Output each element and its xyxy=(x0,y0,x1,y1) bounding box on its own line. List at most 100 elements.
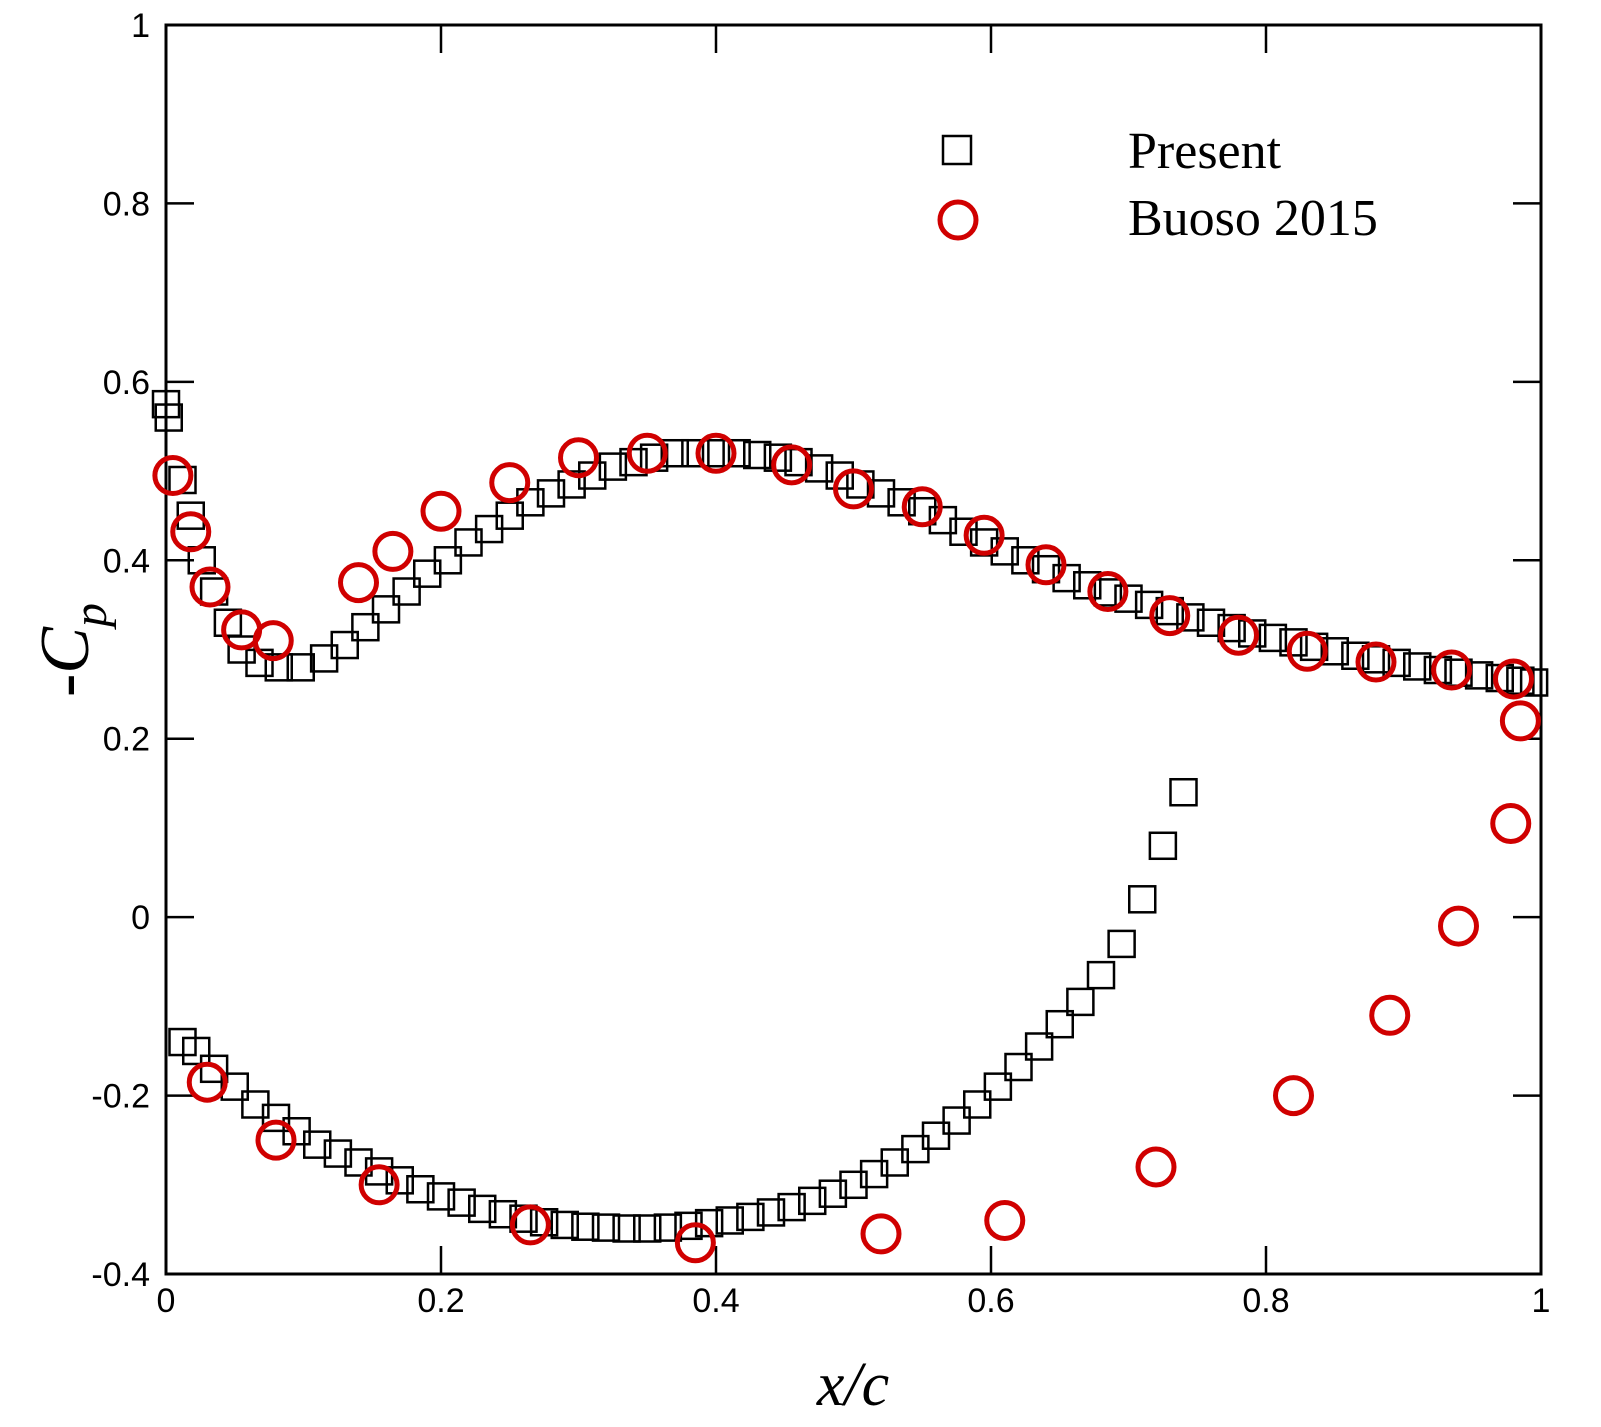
present-upper-point xyxy=(154,403,183,432)
present-upper-point xyxy=(516,488,545,517)
present-lower-point xyxy=(550,1210,579,1240)
present-lower-point xyxy=(653,1213,683,1242)
x-axis-title: x/c xyxy=(816,1351,889,1419)
present-lower-point xyxy=(406,1174,435,1204)
present-upper-point xyxy=(371,595,401,624)
buoso-point xyxy=(489,462,531,504)
present-upper-point xyxy=(1320,637,1349,666)
buoso-point xyxy=(901,486,943,528)
plot-area xyxy=(164,23,1543,1276)
present-lower-point xyxy=(1045,1009,1074,1039)
present-upper-point xyxy=(433,546,463,575)
present-upper-point xyxy=(949,517,978,546)
present-lower-point xyxy=(220,1072,249,1101)
buoso-point xyxy=(1149,595,1191,637)
y-axis-title-sub: p xyxy=(64,603,117,630)
legend-marker-present xyxy=(941,134,973,166)
buoso-point xyxy=(963,514,1005,556)
tick-group xyxy=(164,23,1543,1276)
x-tick-label: 0.2 xyxy=(417,1282,464,1320)
present-lower-point xyxy=(839,1170,868,1200)
legend: Present Buoso 2015 xyxy=(937,123,1378,247)
x-tick-label: 0 xyxy=(157,1282,176,1320)
present-upper-point xyxy=(1403,652,1432,681)
present-upper-point xyxy=(1176,603,1205,632)
present-upper-point xyxy=(619,447,648,477)
buoso-point xyxy=(186,1061,228,1103)
buoso-point xyxy=(771,444,813,486)
present-upper-point xyxy=(286,653,315,682)
present-upper-point xyxy=(763,443,793,472)
buoso-point xyxy=(1490,802,1532,844)
present-upper-point xyxy=(1134,590,1164,620)
buoso-point xyxy=(420,490,462,532)
present-lower-point xyxy=(798,1186,827,1216)
x-tick-labels: 0 0.2 0.4 0.6 0.8 1 xyxy=(157,1282,1551,1320)
y-tick-label: -0.4 xyxy=(91,1256,150,1294)
present-upper-point xyxy=(1114,584,1143,613)
present-upper-point xyxy=(743,440,772,470)
buoso-point xyxy=(170,511,212,553)
present-lower-point xyxy=(756,1198,786,1227)
buoso-point xyxy=(860,1213,902,1255)
present-lower-point xyxy=(1066,987,1095,1017)
present-lower-point xyxy=(323,1139,353,1168)
present-lower-point xyxy=(859,1159,889,1189)
present-upper-point xyxy=(660,438,689,468)
present-lower-point xyxy=(571,1212,600,1241)
buoso-point xyxy=(338,562,379,604)
present-lower-point xyxy=(612,1214,641,1243)
buoso-point xyxy=(833,468,874,510)
present-lower-point xyxy=(1024,1032,1054,1061)
present-lower-point xyxy=(715,1206,744,1235)
present-lower-point xyxy=(983,1072,1013,1101)
present-lower-point xyxy=(1148,831,1178,861)
buoso-point xyxy=(1355,641,1397,683)
buoso-point xyxy=(1499,700,1541,742)
present-upper-point xyxy=(176,501,205,530)
present-lower-point xyxy=(942,1106,971,1135)
present-lower-point xyxy=(182,1036,211,1066)
y-axis-title: -Cp xyxy=(27,603,117,697)
present-upper-point xyxy=(1011,546,1040,575)
y-tick-labels: -0.4 -0.2 0 0.2 0.4 0.6 0.8 1 xyxy=(91,7,150,1294)
present-upper-point xyxy=(722,438,751,468)
x-tick-label: 1 xyxy=(1532,1282,1551,1320)
present-upper-point xyxy=(1093,578,1123,607)
present-upper-point xyxy=(928,505,958,535)
y-tick-label: 0.2 xyxy=(103,721,150,759)
buoso-point xyxy=(255,1119,297,1161)
buoso-point xyxy=(626,432,668,474)
present-lower-point xyxy=(303,1130,332,1159)
present-upper-point xyxy=(1382,648,1411,678)
y-tick-label: 0 xyxy=(131,899,150,937)
buoso-point xyxy=(1087,571,1129,613)
buoso-point xyxy=(358,1164,400,1206)
present-upper-point xyxy=(866,479,896,508)
present-upper-point xyxy=(1073,571,1102,600)
buoso-point xyxy=(189,566,231,608)
series-present xyxy=(151,389,1549,1243)
buoso-point xyxy=(1218,614,1259,656)
buoso-point xyxy=(509,1204,551,1246)
buoso-point xyxy=(372,530,414,572)
present-lower-point xyxy=(199,1054,229,1084)
x-tick-label: 0.6 xyxy=(967,1282,1014,1320)
present-upper-point xyxy=(536,479,566,508)
present-upper-point xyxy=(1052,563,1081,593)
legend-label-present: Present xyxy=(1128,123,1282,180)
buoso-point xyxy=(252,620,294,662)
series-buoso xyxy=(152,432,1541,1264)
x-tick-label: 0.8 xyxy=(1242,1282,1289,1320)
present-lower-point xyxy=(963,1090,992,1119)
buoso-point xyxy=(1493,658,1534,700)
present-upper-point xyxy=(598,452,628,481)
present-upper-point xyxy=(330,630,359,660)
present-upper-point xyxy=(557,470,586,499)
buoso-point xyxy=(674,1222,716,1264)
legend-marker-buoso xyxy=(937,199,979,241)
present-upper-point xyxy=(1217,613,1246,643)
present-lower-point xyxy=(447,1188,476,1217)
present-lower-point xyxy=(1107,929,1136,959)
y-tick-label: -0.2 xyxy=(91,1078,150,1116)
